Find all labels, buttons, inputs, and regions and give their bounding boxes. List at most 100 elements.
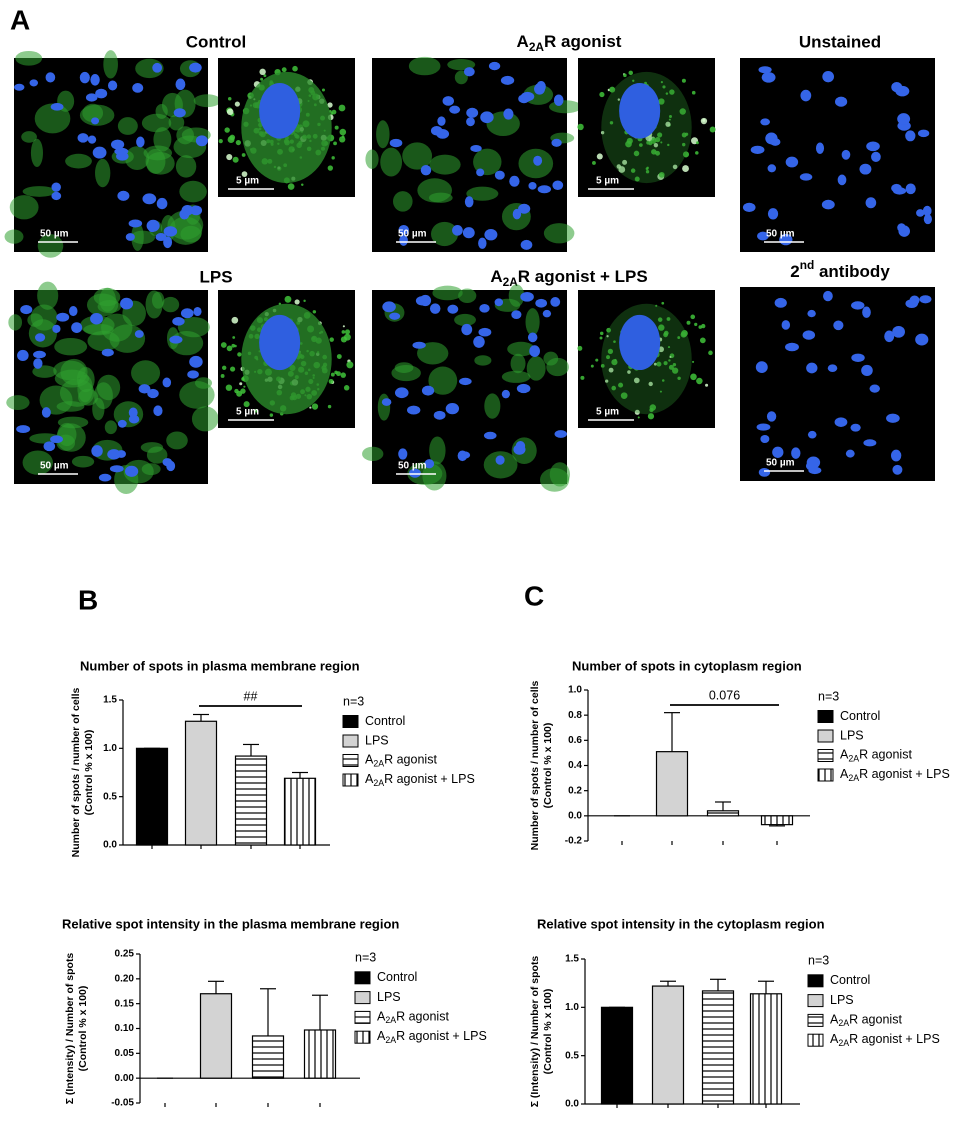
legend-swatch	[817, 729, 834, 743]
y-tick-label: 1.5	[565, 954, 579, 965]
nucleus	[520, 239, 533, 250]
nucleus	[791, 447, 801, 459]
stain	[708, 350, 713, 356]
stain	[338, 104, 346, 112]
stain	[649, 404, 657, 411]
stain	[698, 325, 703, 329]
nucleus	[146, 219, 160, 232]
stain	[617, 98, 621, 101]
nucleus	[479, 304, 490, 313]
stain	[243, 385, 246, 388]
stain	[234, 101, 240, 107]
stain	[654, 136, 661, 143]
nucleus	[162, 377, 172, 388]
stain	[647, 413, 655, 420]
nucleus	[909, 295, 920, 306]
y-tick-label: 0.6	[568, 735, 582, 746]
stain	[681, 78, 686, 83]
stain	[227, 136, 235, 143]
legend-swatch	[342, 773, 359, 787]
nucleus	[459, 451, 471, 459]
stain	[679, 108, 686, 115]
stain	[606, 355, 610, 360]
micrograph	[740, 287, 935, 481]
micrograph	[362, 284, 571, 492]
nucleus	[760, 118, 771, 126]
legend-label: A2AR agonist + LPS	[365, 772, 475, 788]
nucleus	[142, 193, 157, 205]
stain	[21, 131, 37, 143]
scale-label: 50 µm	[40, 461, 69, 472]
nucleus	[503, 108, 514, 120]
stain	[651, 149, 657, 155]
legend-swatch	[342, 715, 359, 728]
bar	[760, 815, 794, 826]
nucleus	[175, 78, 186, 91]
micrograph	[218, 58, 355, 197]
y-tick-label: -0.05	[111, 1098, 134, 1109]
nucleus	[193, 306, 202, 317]
scale-label: 50 µm	[766, 458, 795, 469]
stain	[669, 355, 672, 359]
stain	[30, 304, 58, 331]
scale-label: 5 µm	[596, 176, 619, 187]
nucleus	[92, 146, 107, 159]
stain	[176, 126, 194, 145]
stain	[525, 308, 540, 336]
significance-label: ##	[244, 689, 258, 703]
nucleus	[916, 209, 925, 217]
stain	[609, 121, 614, 125]
stain	[231, 343, 236, 348]
nucleus	[51, 182, 61, 192]
nucleus	[466, 117, 475, 127]
nucleus	[134, 330, 144, 338]
nucleus	[429, 303, 441, 314]
legend-swatch	[817, 749, 834, 762]
bar	[234, 755, 268, 846]
nucleus	[886, 413, 900, 423]
nucleus	[837, 174, 847, 186]
nucleus	[259, 314, 301, 371]
stain	[336, 371, 341, 377]
nucleus	[43, 441, 56, 452]
nucleus	[382, 301, 396, 313]
micrograph	[577, 58, 716, 197]
stain	[4, 229, 24, 244]
stain	[661, 379, 665, 382]
stain	[595, 358, 599, 362]
nucleus	[915, 333, 929, 346]
nucleus	[195, 135, 208, 147]
nucleus	[98, 473, 112, 482]
stain	[701, 323, 706, 329]
stain	[303, 299, 306, 303]
legend-label: A2AR agonist + LPS	[830, 1032, 940, 1048]
nucleus	[821, 199, 835, 210]
stain	[630, 168, 636, 173]
error-bar	[664, 712, 680, 752]
legend-label: Control	[830, 973, 870, 987]
legend-title: n=3	[818, 689, 839, 703]
nucleus	[766, 411, 777, 422]
stain	[175, 155, 197, 178]
nucleus	[761, 72, 776, 83]
stain	[54, 338, 88, 356]
image-background	[740, 287, 935, 481]
nucleus	[117, 190, 130, 201]
nucleus	[407, 405, 421, 415]
nucleus	[409, 468, 421, 478]
nucleus	[51, 191, 62, 201]
nucleus	[742, 202, 756, 212]
nucleus	[772, 446, 784, 458]
stain	[623, 73, 627, 78]
stain	[232, 336, 236, 339]
chart-title: Number of spots in plasma membrane regio…	[80, 658, 360, 673]
legend-swatch	[817, 710, 834, 723]
legend-label: Control	[365, 714, 405, 728]
error-bar	[292, 771, 308, 779]
stain	[57, 422, 77, 447]
stain	[432, 285, 463, 301]
nucleus	[415, 296, 429, 306]
stain	[220, 342, 227, 348]
nucleus	[452, 225, 463, 236]
stain	[507, 341, 535, 357]
